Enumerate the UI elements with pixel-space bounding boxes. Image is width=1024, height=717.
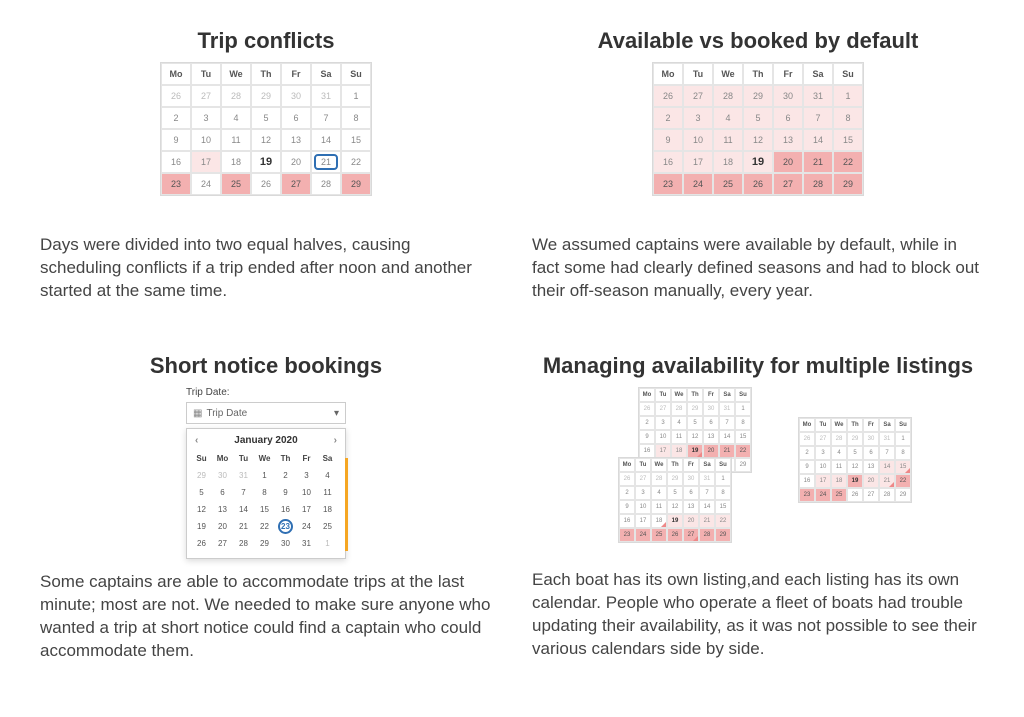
multi-calendar-wrap: MoTuWeThFrSaSu26272829303112345678910111…	[598, 387, 918, 557]
datepicker-grid: SuMoTuWeThFrSa29303112345678910111213141…	[191, 450, 341, 552]
mini-calendar: MoTuWeThFrSaSu26272829303112345678910111…	[618, 457, 732, 543]
card-title: Managing availability for multiple listi…	[532, 353, 984, 379]
datepicker-day[interactable]: 11	[317, 484, 338, 501]
datepicker-day[interactable]: 24	[296, 518, 317, 535]
datepicker-day[interactable]: 5	[191, 484, 212, 501]
datepicker-placeholder: Trip Date	[206, 408, 247, 419]
datepicker-day[interactable]: 15	[254, 501, 275, 518]
datepicker-day[interactable]: 12	[191, 501, 212, 518]
datepicker-day[interactable]: 25	[317, 518, 338, 535]
datepicker-day[interactable]: 20	[212, 518, 233, 535]
calendar-figure: MoTuWeThFrSaSu26272829303112345678910111…	[532, 62, 984, 222]
datepicker-day[interactable]: 3	[296, 467, 317, 484]
datepicker-label: Trip Date:	[186, 387, 230, 398]
multi-calendar-figure: MoTuWeThFrSaSu26272829303112345678910111…	[532, 387, 984, 557]
mini-calendar: MoTuWeThFrSaSu26272829303112345678910111…	[798, 417, 912, 503]
datepicker-day[interactable]: 16	[275, 501, 296, 518]
datepicker-day[interactable]: 8	[254, 484, 275, 501]
datepicker-day[interactable]: 19	[191, 518, 212, 535]
card-desc: Days were divided into two equal halves,…	[40, 234, 492, 303]
datepicker-day[interactable]: 23	[275, 518, 296, 535]
next-month-icon[interactable]: ›	[334, 435, 337, 446]
calendar-icon: ▦	[193, 408, 202, 419]
card-title: Available vs booked by default	[532, 28, 984, 54]
card-short-notice: Short notice bookings Trip Date: ▦ Trip …	[40, 353, 492, 689]
datepicker-day[interactable]: 22	[254, 518, 275, 535]
datepicker-day[interactable]: 2	[275, 467, 296, 484]
datepicker-day[interactable]: 27	[212, 535, 233, 552]
chevron-down-icon: ▾	[334, 408, 339, 419]
datepicker-panel: ‹ January 2020 › SuMoTuWeThFrSa293031123…	[186, 428, 346, 559]
datepicker-month: January 2020	[234, 435, 297, 446]
datepicker-day[interactable]: 1	[254, 467, 275, 484]
feature-grid: Trip conflicts MoTuWeThFrSaSu26272829303…	[40, 28, 984, 689]
datepicker-day[interactable]: 30	[212, 467, 233, 484]
calendar-trip-conflicts: MoTuWeThFrSaSu26272829303112345678910111…	[160, 62, 372, 196]
datepicker-day[interactable]: 21	[233, 518, 254, 535]
datepicker-day[interactable]: 7	[233, 484, 254, 501]
prev-month-icon[interactable]: ‹	[195, 435, 198, 446]
datepicker-figure: Trip Date: ▦ Trip Date ▾ ‹ January 2020 …	[40, 387, 492, 559]
calendar-figure: MoTuWeThFrSaSu26272829303112345678910111…	[40, 62, 492, 222]
datepicker-day[interactable]: 18	[317, 501, 338, 518]
card-multi-listings: Managing availability for multiple listi…	[532, 353, 984, 689]
datepicker-day[interactable]: 9	[275, 484, 296, 501]
card-trip-conflicts: Trip conflicts MoTuWeThFrSaSu26272829303…	[40, 28, 492, 329]
datepicker-day[interactable]: 17	[296, 501, 317, 518]
card-title: Short notice bookings	[40, 353, 492, 379]
datepicker-input[interactable]: ▦ Trip Date ▾	[186, 402, 346, 424]
datepicker-day[interactable]: 1	[317, 535, 338, 552]
calendar-available-default: MoTuWeThFrSaSu26272829303112345678910111…	[652, 62, 864, 196]
card-desc: Some captains are able to accommodate tr…	[40, 571, 492, 663]
datepicker-day[interactable]: 28	[233, 535, 254, 552]
datepicker-day[interactable]: 10	[296, 484, 317, 501]
datepicker-day[interactable]: 29	[191, 467, 212, 484]
datepicker-day[interactable]: 29	[254, 535, 275, 552]
datepicker-day[interactable]: 6	[212, 484, 233, 501]
card-desc: We assumed captains were available by de…	[532, 234, 984, 303]
card-desc: Each boat has its own listing,and each l…	[532, 569, 984, 661]
datepicker-day[interactable]: 31	[233, 467, 254, 484]
datepicker-day[interactable]: 13	[212, 501, 233, 518]
card-available-default: Available vs booked by default MoTuWeThF…	[532, 28, 984, 329]
datepicker-day[interactable]: 30	[275, 535, 296, 552]
datepicker-day[interactable]: 14	[233, 501, 254, 518]
datepicker-day[interactable]: 31	[296, 535, 317, 552]
card-title: Trip conflicts	[40, 28, 492, 54]
datepicker-day[interactable]: 26	[191, 535, 212, 552]
scroll-indicator	[345, 458, 348, 551]
datepicker-day[interactable]: 4	[317, 467, 338, 484]
